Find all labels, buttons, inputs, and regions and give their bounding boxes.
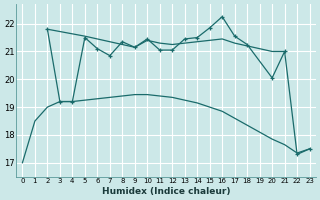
X-axis label: Humidex (Indice chaleur): Humidex (Indice chaleur) [102, 187, 230, 196]
